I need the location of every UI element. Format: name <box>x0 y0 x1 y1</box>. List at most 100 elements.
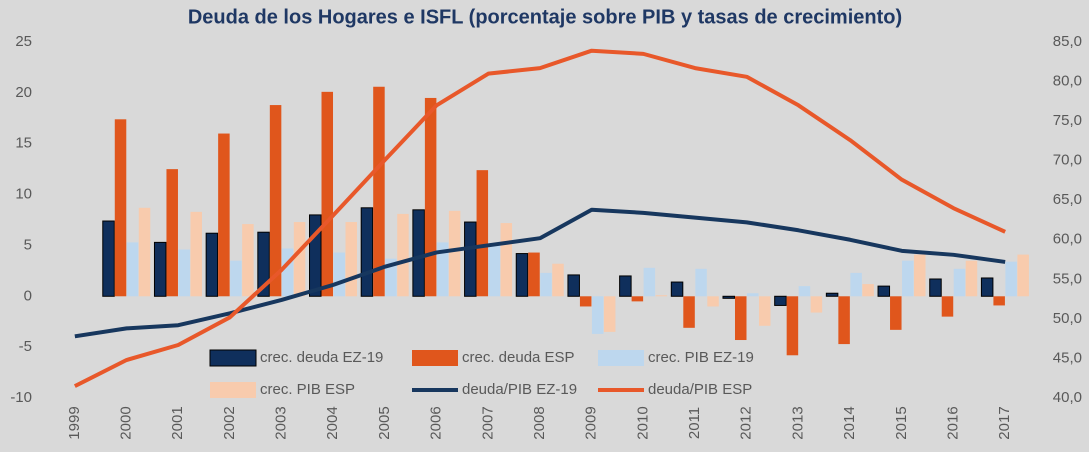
bar <box>412 209 425 297</box>
line <box>74 207 1006 339</box>
bar <box>643 267 656 297</box>
y2-tick-label: 85,0 <box>1053 33 1082 50</box>
bar <box>965 260 978 297</box>
bar <box>929 278 942 297</box>
bar <box>205 232 219 297</box>
bar <box>448 210 461 297</box>
y-tick-label: 20 <box>15 84 32 101</box>
legend-label: deuda/PIB EZ-19 <box>462 381 577 398</box>
x-tick-label: 2015 <box>893 406 910 439</box>
y-tick-label: 10 <box>15 186 32 203</box>
y2-tick-label: 65,0 <box>1053 191 1082 208</box>
bar <box>373 86 385 297</box>
bar <box>838 296 850 345</box>
x-tick-label: 2014 <box>841 406 858 439</box>
y2-tick-label: 50,0 <box>1053 310 1082 327</box>
bar <box>774 295 787 306</box>
bar <box>786 296 799 356</box>
y2-tick-label: 40,0 <box>1053 389 1082 406</box>
bar <box>758 296 771 326</box>
legend-swatch <box>598 350 644 366</box>
bar <box>540 272 552 297</box>
bar <box>528 252 540 297</box>
bar <box>798 286 811 297</box>
bar <box>257 231 270 297</box>
legend-swatch <box>412 350 458 366</box>
bar <box>166 169 178 297</box>
legend-swatch <box>209 349 257 367</box>
y2-tick-label: 70,0 <box>1053 152 1082 169</box>
y-tick-label: 0 <box>24 287 32 304</box>
legend-label: crec. deuda ESP <box>462 349 575 366</box>
bar <box>321 91 334 297</box>
x-tick-label: 2013 <box>789 406 806 439</box>
bar <box>126 242 139 297</box>
x-tick-label: 2016 <box>944 406 961 439</box>
bar <box>464 221 477 297</box>
bar <box>178 249 190 297</box>
bar <box>914 254 926 297</box>
bar <box>488 245 501 297</box>
bar <box>683 296 695 328</box>
bar <box>309 214 322 297</box>
y-tick-label: 5 <box>24 236 32 253</box>
x-tick-label: 1999 <box>66 406 83 439</box>
y2-tick-label: 80,0 <box>1053 73 1082 90</box>
x-tick-label: 2007 <box>479 406 496 439</box>
bar <box>230 260 242 297</box>
bar <box>941 296 954 317</box>
bar <box>579 296 592 307</box>
x-tick-label: 2002 <box>221 406 238 439</box>
x-tick-label: 2001 <box>169 406 186 439</box>
bar <box>1017 254 1029 297</box>
bar <box>515 253 529 297</box>
bar <box>734 296 747 341</box>
bar <box>707 296 719 307</box>
bar <box>436 242 449 297</box>
x-tick-label: 2012 <box>738 406 755 439</box>
bar <box>293 222 306 297</box>
bar <box>138 207 151 297</box>
bar <box>385 258 397 297</box>
legend-swatch <box>210 382 256 398</box>
bar <box>902 260 914 297</box>
bar <box>631 296 644 302</box>
bar <box>619 275 632 297</box>
bar <box>114 119 127 297</box>
y-tick-label: -5 <box>19 338 32 355</box>
bar <box>695 268 707 297</box>
x-tick-label: 2000 <box>117 406 134 439</box>
bar <box>993 296 1005 306</box>
legend-label: crec. PIB ESP <box>260 381 355 398</box>
bar <box>345 222 358 297</box>
bar <box>397 213 409 297</box>
x-tick-label: 2010 <box>634 406 651 439</box>
x-tick-label: 2008 <box>531 406 548 439</box>
x-tick-label: 2017 <box>996 406 1013 439</box>
bar <box>242 224 254 297</box>
line <box>73 48 1006 388</box>
bar <box>722 295 735 299</box>
bar <box>567 274 580 297</box>
bar <box>500 223 513 297</box>
bar <box>746 293 759 297</box>
bar <box>333 252 346 297</box>
y2-tick-label: 45,0 <box>1053 349 1082 366</box>
x-tick-label: 2005 <box>376 406 393 439</box>
bar <box>810 296 823 313</box>
bar <box>424 97 437 297</box>
bar <box>603 296 616 332</box>
bar <box>877 285 891 297</box>
bar <box>862 284 874 297</box>
bar <box>360 207 374 297</box>
x-tick-label: 2006 <box>428 406 445 439</box>
x-tick-label: 2003 <box>273 406 290 439</box>
bar <box>269 105 282 297</box>
bar <box>655 295 668 297</box>
bar <box>953 268 966 297</box>
bar <box>102 220 115 297</box>
chart-title: Deuda de los Hogares e ISFL (porcentaje … <box>188 6 902 28</box>
x-tick-label: 2009 <box>583 406 600 439</box>
